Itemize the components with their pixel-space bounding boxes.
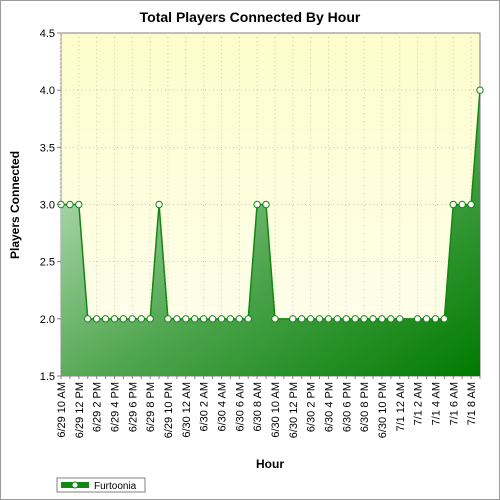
data-point — [342, 315, 350, 323]
legend-box — [56, 477, 146, 493]
data-point — [155, 200, 163, 209]
x-tick-label: 7/1 4 AM — [430, 382, 442, 425]
data-point — [262, 200, 270, 209]
y-tick-label: 4.5 — [40, 28, 55, 40]
data-point — [289, 315, 297, 323]
y-tick-label: 3.0 — [40, 200, 55, 212]
y-tick-label: 3.5 — [40, 142, 55, 154]
data-point — [146, 315, 154, 323]
data-point — [244, 315, 252, 323]
data-point — [92, 315, 101, 323]
x-tick-label: 6/29 8 PM — [145, 382, 157, 432]
x-tick-label: 6/30 12 AM — [181, 382, 193, 438]
x-tick-label: 7/1 8 AM — [466, 382, 478, 425]
data-point — [306, 315, 315, 323]
data-point — [235, 315, 244, 323]
x-tick-label: 7/1 6 AM — [448, 382, 460, 425]
data-point — [191, 315, 199, 323]
data-point — [467, 200, 475, 209]
data-point — [422, 315, 431, 323]
x-tick-label: 6/30 10 PM — [377, 382, 389, 438]
data-point — [119, 315, 128, 323]
x-tick-label: 7/1 2 AM — [413, 382, 425, 425]
data-point — [324, 315, 333, 323]
data-point — [378, 315, 386, 323]
data-point — [387, 315, 395, 323]
x-tick-label: 6/30 6 AM — [234, 382, 246, 432]
data-point — [75, 200, 83, 209]
data-point — [66, 200, 74, 209]
x-tick-label: 7/1 12 AM — [395, 382, 407, 432]
data-point — [173, 315, 181, 323]
x-axis-label: Hour — [256, 457, 284, 471]
legend-marker-icon — [71, 481, 79, 489]
data-point — [182, 315, 190, 323]
data-point — [360, 315, 368, 323]
x-tick-label: 6/30 2 PM — [306, 382, 318, 432]
data-point — [413, 315, 422, 323]
x-tick-label: 6/29 10 AM — [56, 382, 68, 438]
x-tick-label: 6/29 2 PM — [92, 382, 104, 432]
data-point — [476, 86, 484, 94]
y-tick-label: 4.0 — [40, 85, 55, 97]
data-point — [351, 315, 359, 323]
series-area-fill — [61, 90, 480, 377]
x-tick-label: 6/30 2 AM — [199, 382, 211, 432]
x-axis: 6/29 10 AM 6/29 12 PM 6/29 2 PM 6/29 4 PM 6/… — [56, 376, 481, 438]
x-tick-label: 6/30 4 AM — [216, 382, 228, 432]
data-point — [333, 315, 342, 323]
x-tick-label: 6/29 4 PM — [109, 382, 121, 432]
y-tick-label: 1.5 — [40, 371, 55, 383]
y-axis-label: Players Connected — [8, 151, 22, 259]
data-point — [431, 315, 440, 323]
data-point — [217, 315, 226, 323]
data-point — [101, 315, 110, 323]
data-point — [199, 315, 208, 323]
data-point — [298, 315, 306, 323]
data-point — [208, 315, 217, 323]
x-tick-label: 6/30 6 PM — [341, 382, 353, 432]
data-point — [110, 315, 119, 323]
x-tick-label: 6/30 8 PM — [359, 382, 371, 432]
x-tick-label: 6/30 12 PM — [288, 382, 300, 438]
data-point — [253, 200, 261, 209]
x-tick-label: 6/30 4 PM — [323, 382, 335, 432]
data-point — [164, 315, 172, 323]
x-tick-label: 6/29 10 PM — [163, 382, 175, 438]
data-point — [137, 315, 145, 323]
data-point — [128, 315, 137, 323]
data-point — [84, 315, 92, 323]
data-point — [315, 315, 324, 323]
y-axis: 1.5 2.0 2.5 3.0 3.5 4.0 4.5 — [40, 28, 61, 383]
x-tick-label: 6/29 6 PM — [127, 382, 139, 432]
data-point — [449, 200, 457, 209]
y-tick-label: 2.5 — [40, 257, 55, 269]
legend: Furtoonia — [56, 477, 146, 493]
data-point — [396, 315, 404, 323]
data-point — [458, 200, 466, 209]
data-point — [440, 315, 449, 323]
x-tick-label: 6/30 10 AM — [270, 382, 282, 438]
data-point — [226, 315, 235, 323]
legend-label-furtoonia: Furtoonia — [94, 481, 137, 492]
data-point — [271, 315, 279, 323]
series-area — [57, 86, 484, 377]
x-tick-label: 6/30 8 AM — [252, 382, 264, 432]
chart-title: Total Players Connected By Hour — [140, 9, 361, 25]
x-tick-label: 6/29 12 PM — [74, 382, 86, 438]
data-point — [369, 315, 377, 323]
y-tick-label: 2.0 — [40, 314, 55, 326]
